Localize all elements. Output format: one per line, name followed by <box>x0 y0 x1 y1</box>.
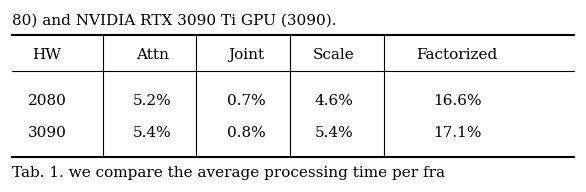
Text: 2080: 2080 <box>28 94 66 108</box>
Text: 5.4%: 5.4% <box>315 127 353 140</box>
Text: HW: HW <box>32 48 62 62</box>
Text: Attn: Attn <box>136 48 169 62</box>
Text: Factorized: Factorized <box>417 48 498 62</box>
Text: 16.6%: 16.6% <box>433 94 481 108</box>
Text: 0.8%: 0.8% <box>227 127 265 140</box>
Text: Joint: Joint <box>228 48 264 62</box>
Text: 3090: 3090 <box>28 127 66 140</box>
Text: 4.6%: 4.6% <box>315 94 353 108</box>
Text: 5.2%: 5.2% <box>133 94 172 108</box>
Text: 5.4%: 5.4% <box>133 127 172 140</box>
Text: 80) and NVIDIA RTX 3090 Ti GPU (3090).: 80) and NVIDIA RTX 3090 Ti GPU (3090). <box>12 13 336 27</box>
Text: Tab. 1. we compare the average processing time per fra: Tab. 1. we compare the average processin… <box>12 166 445 180</box>
Text: 17.1%: 17.1% <box>433 127 481 140</box>
Text: 0.7%: 0.7% <box>227 94 265 108</box>
Text: Scale: Scale <box>313 48 355 62</box>
